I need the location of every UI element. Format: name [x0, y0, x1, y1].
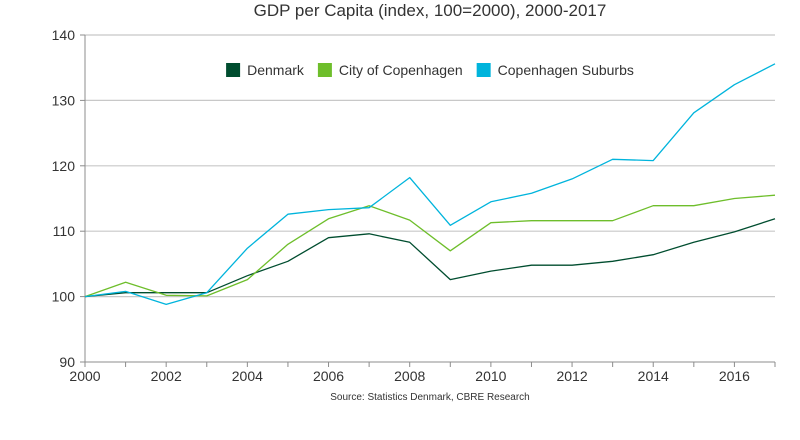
series-line-city-of-copenhagen	[84, 194, 776, 298]
axes: 90 100 110 120 130 140 2000 2002 2004 2006 2008 201…	[52, 27, 776, 384]
legend: Denmark City of Copenhagen Copenhagen Subu…	[226, 62, 634, 78]
gridlines	[85, 34, 775, 298]
series-line-denmark	[84, 218, 776, 298]
x-tick-label: 2006	[313, 368, 344, 384]
legend-label: Copenhagen Suburbs	[498, 62, 634, 78]
y-tick-label: 140	[52, 27, 76, 43]
y-tick-label: 120	[52, 158, 76, 174]
legend-swatch	[317, 63, 332, 77]
x-tick-label: 2016	[719, 368, 750, 384]
y-tick-label: 100	[52, 289, 76, 305]
legend-item-copenhagen-suburbs: Copenhagen Suburbs	[476, 62, 634, 78]
series-line-copenhagen-suburbs	[84, 63, 776, 306]
y-tick-label: 130	[52, 92, 76, 108]
x-tick-label: 2004	[232, 368, 263, 384]
x-tick-label: 2008	[394, 368, 425, 384]
legend-swatch	[226, 63, 241, 77]
x-tick-label: 2002	[151, 368, 182, 384]
series-lines	[84, 63, 776, 306]
y-tick-label: 90	[59, 354, 75, 370]
legend-swatch	[476, 63, 491, 77]
legend-label: City of Copenhagen	[339, 62, 463, 78]
chart-title: GDP per Capita (index, 100=2000), 2000-2…	[254, 1, 607, 20]
legend-item-denmark: Denmark	[226, 62, 305, 78]
legend-label: Denmark	[247, 62, 305, 78]
x-tick-label: 2010	[475, 368, 506, 384]
source-note: Source: Statistics Denmark, CBRE Researc…	[330, 392, 530, 403]
legend-item-city-of-copenhagen: City of Copenhagen	[317, 62, 463, 78]
x-tick-label: 2000	[69, 368, 100, 384]
x-tick-label: 2012	[556, 368, 587, 384]
x-tick-label: 2014	[638, 368, 669, 384]
y-tick-label: 110	[53, 223, 76, 239]
